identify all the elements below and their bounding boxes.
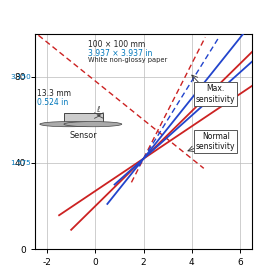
Text: Normal
sensitivity: Normal sensitivity <box>196 132 235 151</box>
Text: Sensor: Sensor <box>69 130 97 140</box>
Circle shape <box>40 122 98 127</box>
Text: 3.937 × 3.937 in: 3.937 × 3.937 in <box>88 49 152 58</box>
Text: 0.524 in: 0.524 in <box>38 98 69 107</box>
Text: 13.3 mm: 13.3 mm <box>38 89 71 98</box>
Circle shape <box>64 122 122 127</box>
Text: $\ell$: $\ell$ <box>96 104 101 114</box>
Text: Max.
sensitivity: Max. sensitivity <box>196 84 235 104</box>
Text: White non-glossy paper: White non-glossy paper <box>88 57 167 63</box>
Text: 100 × 100 mm: 100 × 100 mm <box>88 40 145 49</box>
Text: 1.575: 1.575 <box>11 160 31 166</box>
Bar <box>64 113 102 124</box>
Text: 3.150: 3.150 <box>11 74 31 80</box>
